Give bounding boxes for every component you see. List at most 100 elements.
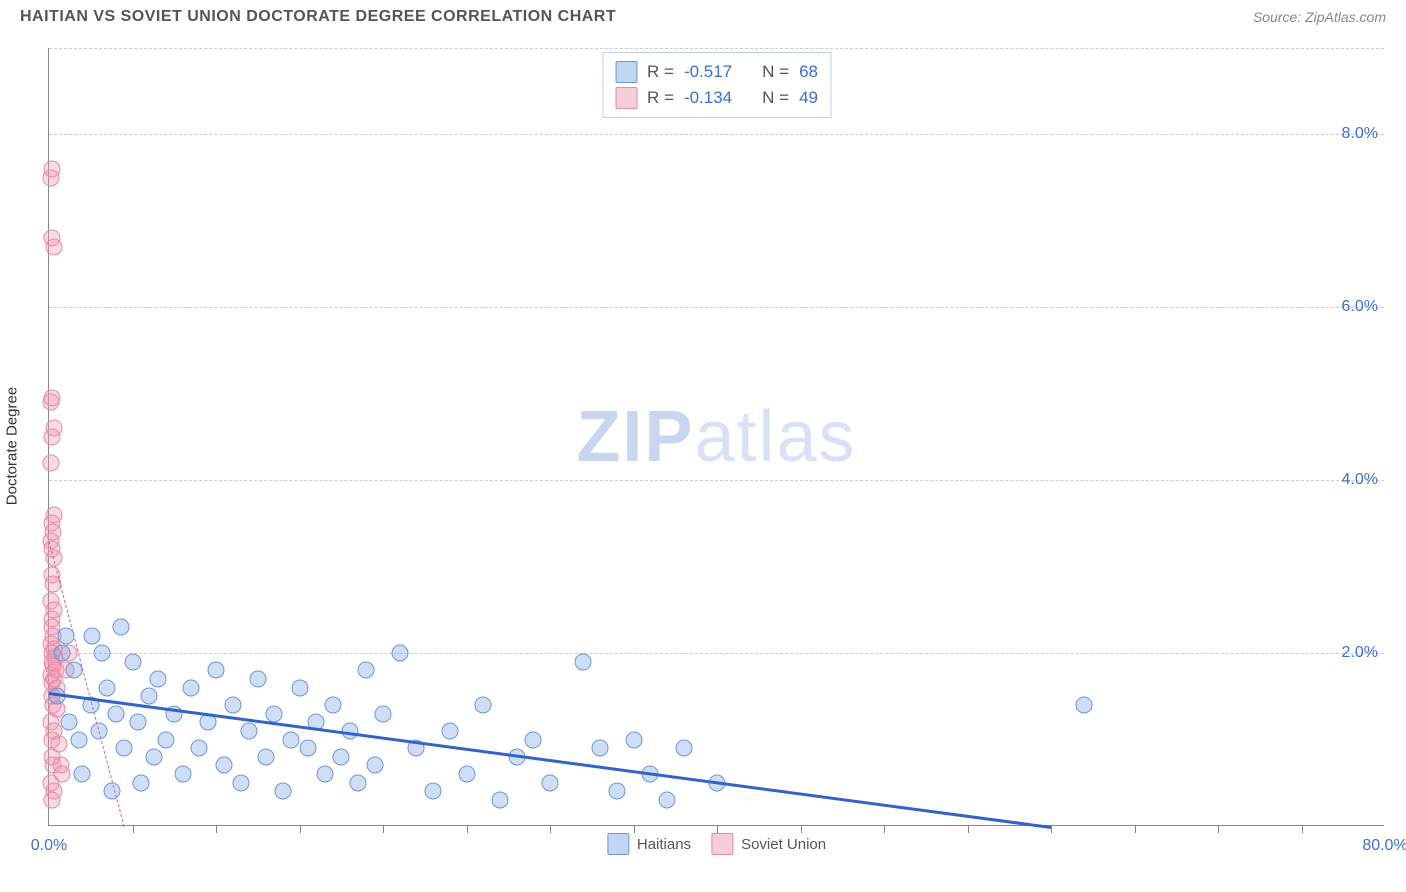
correlation-legend: R = -0.517 N = 68 R = -0.134 N = 49 <box>602 52 831 118</box>
scatter-point-haitians <box>542 774 559 791</box>
scatter-point-haitians <box>208 662 225 679</box>
scatter-point-haitians <box>491 792 508 809</box>
scatter-point-haitians <box>141 688 158 705</box>
ytick-label: 4.0% <box>1342 471 1378 489</box>
xtick <box>968 825 969 833</box>
swatch-haitians <box>615 61 637 83</box>
scatter-point-haitians <box>291 679 308 696</box>
xtick <box>634 825 635 833</box>
scatter-point-haitians <box>391 645 408 662</box>
xtick <box>717 825 718 833</box>
n-value-soviet: 49 <box>799 88 818 108</box>
xtick-label: 0.0% <box>31 837 67 855</box>
scatter-point-haitians <box>104 783 121 800</box>
swatch-soviet <box>615 87 637 109</box>
watermark-text: ZIPatlas <box>576 396 856 478</box>
scatter-point-haitians <box>349 774 366 791</box>
scatter-point-haitians <box>324 696 341 713</box>
xtick <box>1218 825 1219 833</box>
scatter-point-haitians <box>592 740 609 757</box>
n-value-haitians: 68 <box>799 62 818 82</box>
n-label: N = <box>762 62 789 82</box>
y-axis-label: Doctorate Degree <box>4 387 21 505</box>
scatter-point-haitians <box>224 696 241 713</box>
gridline <box>49 653 1384 654</box>
scatter-point-haitians <box>266 705 283 722</box>
scatter-point-haitians <box>216 757 233 774</box>
scatter-point-haitians <box>107 705 124 722</box>
scatter-point-haitians <box>146 748 163 765</box>
legend-label-haitians: Haitians <box>637 836 691 853</box>
scatter-point-haitians <box>112 619 129 636</box>
scatter-point-haitians <box>191 740 208 757</box>
xtick <box>884 825 885 833</box>
scatter-point-haitians <box>61 714 78 731</box>
scatter-point-haitians <box>1076 696 1093 713</box>
scatter-point-haitians <box>458 766 475 783</box>
xtick <box>1051 825 1052 833</box>
scatter-point-haitians <box>525 731 542 748</box>
scatter-point-haitians <box>149 671 166 688</box>
ytick-label: 2.0% <box>1342 644 1378 662</box>
xtick <box>467 825 468 833</box>
n-label: N = <box>762 88 789 108</box>
scatter-point-haitians <box>675 740 692 757</box>
scatter-point-haitians <box>249 671 266 688</box>
gridline <box>49 134 1384 135</box>
scatter-point-haitians <box>333 748 350 765</box>
r-value-haitians: -0.517 <box>684 62 732 82</box>
scatter-point-haitians <box>57 627 74 644</box>
scatter-point-haitians <box>366 757 383 774</box>
scatter-point-soviet <box>44 792 61 809</box>
chart-title: HAITIAN VS SOVIET UNION DOCTORATE DEGREE… <box>20 8 616 26</box>
ytick-label: 8.0% <box>1342 125 1378 143</box>
gridline <box>49 480 1384 481</box>
scatter-point-haitians <box>241 722 258 739</box>
scatter-point-haitians <box>658 792 675 809</box>
ytick-label: 6.0% <box>1342 298 1378 316</box>
scatter-point-soviet <box>42 454 59 471</box>
scatter-point-haitians <box>54 645 71 662</box>
watermark-bold: ZIP <box>576 397 694 477</box>
xtick-label: 80.0% <box>1362 837 1406 855</box>
chart-header: HAITIAN VS SOVIET UNION DOCTORATE DEGREE… <box>0 0 1406 30</box>
gridline <box>49 48 1384 49</box>
trendline-haitians <box>49 692 1051 828</box>
scatter-point-haitians <box>74 766 91 783</box>
chart-source: Source: ZipAtlas.com <box>1253 9 1386 25</box>
gridline <box>49 307 1384 308</box>
scatter-point-soviet <box>44 390 61 407</box>
r-label: R = <box>647 88 674 108</box>
legend-item-haitians: Haitians <box>607 833 691 855</box>
scatter-point-haitians <box>94 645 111 662</box>
scatter-point-haitians <box>299 740 316 757</box>
scatter-point-haitians <box>258 748 275 765</box>
xtick <box>1302 825 1303 833</box>
r-label: R = <box>647 62 674 82</box>
scatter-point-haitians <box>99 679 116 696</box>
scatter-point-haitians <box>608 783 625 800</box>
scatter-point-haitians <box>475 696 492 713</box>
plot-area: ZIPatlas R = -0.517 N = 68 R = -0.134 N … <box>48 48 1384 826</box>
series-legend: Haitians Soviet Union <box>607 833 826 855</box>
xtick <box>383 825 384 833</box>
scatter-point-haitians <box>84 627 101 644</box>
swatch-soviet-bottom <box>711 833 733 855</box>
scatter-point-haitians <box>116 740 133 757</box>
scatter-point-soviet <box>44 161 61 178</box>
scatter-point-haitians <box>91 722 108 739</box>
xtick <box>550 825 551 833</box>
scatter-point-haitians <box>575 653 592 670</box>
xtick <box>801 825 802 833</box>
scatter-point-haitians <box>274 783 291 800</box>
scatter-point-haitians <box>66 662 83 679</box>
xtick <box>133 825 134 833</box>
xtick <box>216 825 217 833</box>
watermark-light: atlas <box>694 397 856 477</box>
scatter-point-haitians <box>71 731 88 748</box>
r-value-soviet: -0.134 <box>684 88 732 108</box>
scatter-point-soviet <box>46 238 63 255</box>
xtick <box>1135 825 1136 833</box>
scatter-point-haitians <box>283 731 300 748</box>
legend-row-haitians: R = -0.517 N = 68 <box>615 59 818 85</box>
